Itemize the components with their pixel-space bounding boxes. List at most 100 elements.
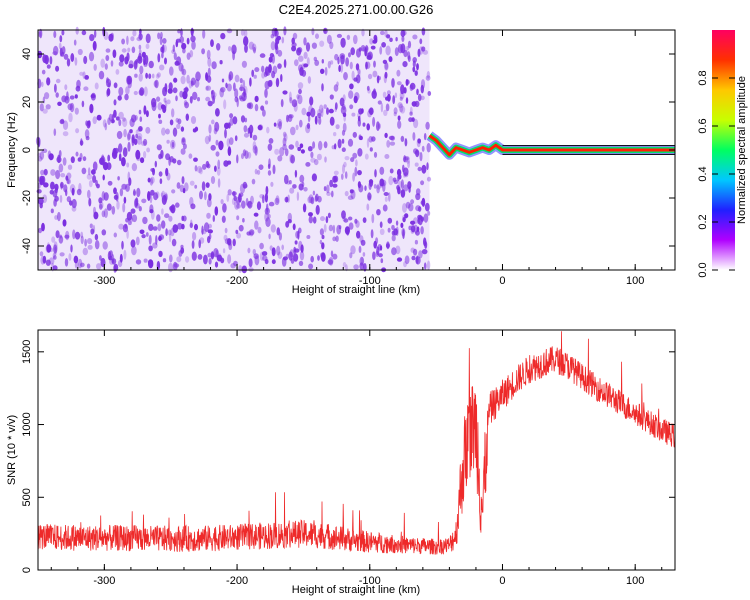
noise-speckle xyxy=(306,235,311,239)
noise-speckle xyxy=(53,255,57,260)
noise-speckle xyxy=(362,122,366,127)
noise-speckle xyxy=(338,65,341,72)
noise-speckle xyxy=(118,143,123,153)
noise-speckle xyxy=(161,127,166,136)
noise-speckle xyxy=(328,224,334,232)
noise-speckle xyxy=(199,190,203,200)
noise-speckle xyxy=(203,222,210,233)
noise-speckle xyxy=(358,245,362,253)
noise-speckle xyxy=(89,34,95,42)
noise-speckle xyxy=(162,258,167,263)
noise-speckle xyxy=(357,118,361,127)
noise-speckle xyxy=(391,224,395,231)
noise-speckle xyxy=(228,46,232,52)
noise-speckle xyxy=(358,184,364,193)
noise-speckle xyxy=(327,60,331,69)
noise-speckle xyxy=(426,162,429,171)
noise-speckle xyxy=(278,121,282,130)
noise-speckle xyxy=(232,238,236,247)
noise-speckle xyxy=(98,201,104,209)
noise-speckle xyxy=(298,64,303,72)
noise-speckle xyxy=(172,44,175,53)
noise-speckle xyxy=(277,118,283,127)
noise-speckle xyxy=(195,71,201,82)
noise-speckle xyxy=(326,184,330,194)
noise-speckle xyxy=(323,186,327,192)
noise-speckle xyxy=(107,251,112,261)
noise-speckle xyxy=(384,29,388,38)
noise-speckle xyxy=(94,82,99,90)
noise-speckle xyxy=(356,230,361,239)
noise-speckle xyxy=(302,203,307,213)
noise-speckle xyxy=(181,137,186,146)
noise-speckle xyxy=(113,232,118,238)
noise-speckle xyxy=(168,262,174,273)
noise-speckle xyxy=(409,111,413,116)
noise-speckle xyxy=(99,157,105,165)
noise-speckle xyxy=(250,195,254,205)
noise-speckle xyxy=(182,188,186,194)
noise-speckle xyxy=(50,208,54,214)
noise-speckle xyxy=(140,157,145,164)
noise-speckle xyxy=(364,44,369,54)
noise-speckle xyxy=(387,93,391,102)
x-tick-label: 100 xyxy=(626,275,644,287)
noise-speckle xyxy=(90,228,95,235)
noise-speckle xyxy=(423,133,427,141)
noise-speckle xyxy=(192,91,198,101)
noise-speckle xyxy=(136,132,143,140)
noise-speckle xyxy=(397,115,401,121)
noise-speckle xyxy=(67,164,73,170)
noise-speckle xyxy=(169,119,174,126)
noise-speckle xyxy=(57,211,61,222)
noise-speckle xyxy=(267,143,273,151)
noise-speckle xyxy=(412,132,416,141)
noise-speckle xyxy=(427,210,431,216)
noise-speckle xyxy=(349,189,354,194)
noise-speckle xyxy=(75,26,79,35)
noise-speckle xyxy=(215,139,219,146)
noise-speckle xyxy=(226,138,230,148)
noise-speckle xyxy=(417,93,422,102)
noise-speckle xyxy=(84,238,87,247)
noise-speckle xyxy=(417,48,421,58)
noise-speckle xyxy=(279,147,285,157)
noise-speckle xyxy=(305,162,311,167)
noise-speckle xyxy=(218,140,224,151)
noise-speckle xyxy=(118,86,124,96)
noise-speckle xyxy=(148,234,152,245)
noise-speckle xyxy=(336,33,342,38)
noise-speckle xyxy=(214,261,219,268)
noise-speckle xyxy=(380,258,384,264)
noise-speckle xyxy=(282,131,287,138)
noise-speckle xyxy=(213,248,219,258)
noise-speckle xyxy=(57,101,62,107)
noise-speckle xyxy=(421,164,427,174)
noise-speckle xyxy=(417,138,422,144)
noise-speckle xyxy=(409,106,413,115)
noise-speckle xyxy=(392,177,397,183)
noise-speckle xyxy=(138,126,143,132)
noise-speckle xyxy=(307,196,313,204)
noise-speckle xyxy=(102,162,109,171)
noise-speckle xyxy=(407,51,411,60)
noise-speckle xyxy=(104,63,108,70)
noise-speckle xyxy=(389,168,394,174)
noise-speckle xyxy=(365,46,369,51)
noise-speckle xyxy=(315,193,319,202)
noise-speckle xyxy=(222,203,227,213)
noise-speckle xyxy=(79,71,84,76)
noise-speckle xyxy=(128,217,134,223)
noise-speckle xyxy=(62,131,69,137)
noise-speckle xyxy=(145,232,149,237)
noise-speckle xyxy=(405,97,409,104)
noise-speckle xyxy=(135,133,138,139)
noise-speckle xyxy=(403,184,409,192)
noise-speckle xyxy=(240,29,245,36)
noise-speckle xyxy=(385,45,391,56)
noise-speckle xyxy=(59,252,65,257)
noise-speckle xyxy=(336,224,342,235)
noise-speckle xyxy=(211,90,214,95)
noise-speckle xyxy=(396,81,402,86)
noise-speckle xyxy=(252,248,256,256)
